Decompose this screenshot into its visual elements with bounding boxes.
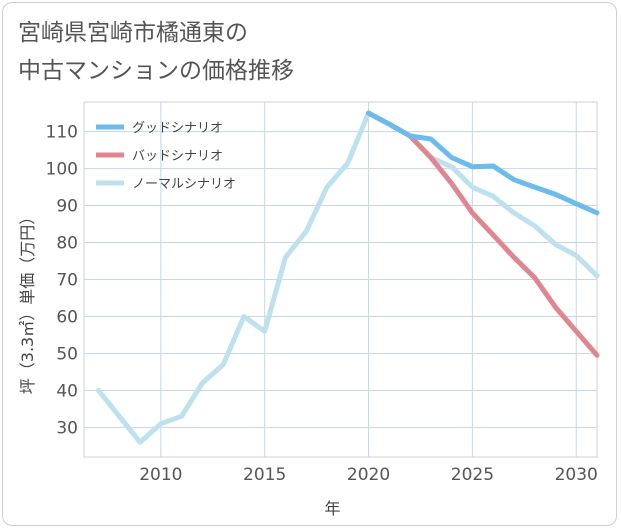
y-tick-label-50: 50 [56, 344, 78, 364]
y-tick-label-80: 80 [56, 234, 78, 254]
y-tick-label-40: 40 [56, 381, 78, 401]
legend-label-0: グッドシナリオ [132, 121, 223, 136]
y-tick-label-110: 110 [46, 123, 78, 143]
y-tick-label-70: 70 [56, 271, 78, 291]
x-tick-label-2025: 2025 [451, 465, 494, 485]
line-chart: 30 40 50 60 70 80 90 100 110 2010 2015 2020 2025 2030… [0, 0, 621, 530]
legend-label-1: バッドシナリオ [132, 149, 223, 164]
x-tick-label-2030: 2030 [555, 465, 598, 485]
y-tick-label-60: 60 [56, 307, 78, 327]
legend-label-2: ノーマルシナリオ [132, 177, 236, 192]
y-tick-label-30: 30 [56, 418, 78, 438]
x-tick-label-2010: 2010 [139, 465, 182, 485]
y-tick-label-100: 100 [46, 160, 78, 180]
x-tick-label-2020: 2020 [347, 465, 390, 485]
y-axis-label: 坪（3.3㎡）単価（万円） [18, 209, 37, 394]
x-tick-label-2015: 2015 [243, 465, 286, 485]
y-tick-label-90: 90 [56, 197, 78, 217]
x-axis-label: 年 [324, 499, 340, 518]
